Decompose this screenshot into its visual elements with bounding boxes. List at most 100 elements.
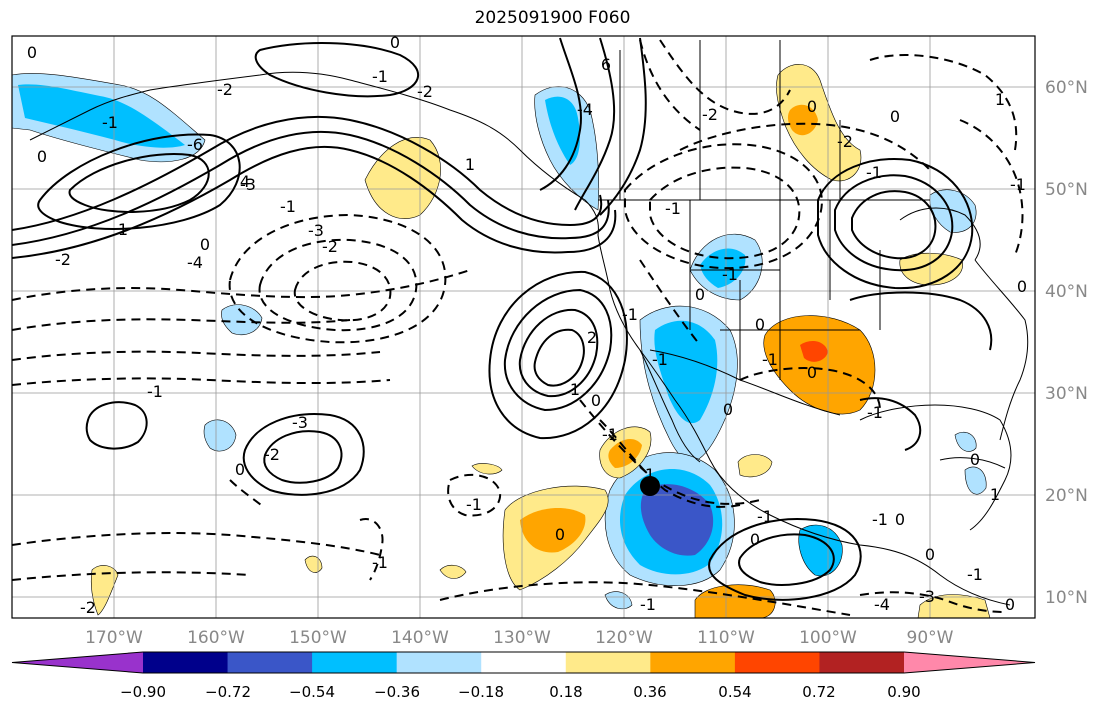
shade-negative-mid [18, 84, 185, 148]
contour-label: -1 [372, 67, 388, 86]
contour-label: -6 [187, 135, 203, 154]
coastline-hudson [899, 207, 981, 261]
contour-label: 0 [591, 391, 601, 410]
contour-solid [488, 270, 628, 440]
colorbar-tick-label: −0.18 [458, 683, 504, 701]
contour-label: 4 [240, 172, 250, 191]
contour-label: 0 [1005, 595, 1015, 614]
contour-label: -1 [722, 265, 738, 284]
shade-positive-light [737, 454, 773, 478]
lat-label: 60°N [1045, 78, 1088, 98]
colorbar-tick-label: −0.54 [289, 683, 335, 701]
contour-dashed [12, 318, 351, 331]
coastline-cuba [939, 457, 1006, 469]
contour-solid [12, 115, 603, 231]
contour-label: -2 [217, 80, 233, 99]
contour-label: 1 [995, 90, 1005, 109]
coastline-baja [639, 349, 701, 463]
contour-label: 0 [755, 315, 765, 334]
shade-negative-mid [545, 96, 580, 165]
contour-label: -1 [967, 565, 983, 584]
contour-solid [539, 37, 582, 191]
contour-dashed [639, 259, 701, 346]
contour-label: -1 [622, 305, 638, 324]
lat-label: 30°N [1045, 384, 1088, 404]
shade-negative-light [964, 466, 987, 495]
colorbar-tick-label: 0.36 [633, 683, 666, 701]
lat-label: 10°N [1045, 588, 1088, 608]
contour-label: -1 [652, 350, 668, 369]
contour-label: 6 [601, 55, 611, 74]
colorbar-segment [650, 652, 736, 673]
gridlines [12, 36, 1035, 618]
contour-label: -1 [867, 403, 883, 422]
colorbar-tick-label: 0.18 [549, 683, 582, 701]
contour-solid [533, 328, 585, 387]
lon-label: 140°W [391, 628, 449, 648]
contour-dashed [12, 377, 391, 386]
contour-solid [574, 37, 616, 211]
shade-positive-high [800, 340, 828, 362]
storm-center-marker [640, 476, 660, 496]
shade-positive-mid [608, 438, 642, 468]
lon-label: 170°W [85, 628, 143, 648]
border-states-1 [689, 200, 881, 380]
contour-solid [599, 37, 647, 216]
contour-solid [503, 288, 613, 412]
contour-label: -2 [55, 250, 71, 269]
colorbar-tick-label: 0.54 [718, 683, 751, 701]
contour-label: 1 [990, 485, 1000, 504]
lat-label: 20°N [1045, 486, 1088, 506]
contour-labels: 0-10-2-36-40-1-21-64-3-2-10-4-21-1-2-30-… [27, 33, 1027, 617]
contour-label: 1 [645, 465, 655, 484]
shading-layer [12, 64, 991, 618]
contour-label: -1 [466, 495, 482, 514]
map-title: 2025091900 F060 [474, 8, 631, 28]
contour-dashed [12, 350, 381, 361]
contour-label: -1 [147, 382, 163, 401]
contour-label: -3 [308, 221, 324, 240]
shade-negative-light [604, 591, 633, 610]
contour-label: -1 [372, 553, 388, 572]
contour-dashed [12, 269, 471, 301]
contour-label: -1 [280, 197, 296, 216]
shade-negative-mid [700, 248, 746, 288]
contour-label: -1 [1010, 175, 1026, 194]
contour-label: -1 [602, 425, 618, 444]
contour-dashed [228, 213, 447, 344]
contour-solid [834, 174, 954, 272]
colorbar-segment [143, 652, 229, 673]
coastlines [29, 40, 1029, 606]
map-frame [11, 35, 1036, 619]
colorbar-segment [481, 652, 567, 673]
colorbar-segment [227, 652, 313, 673]
contour-solid [242, 413, 365, 496]
contour-solid [708, 518, 862, 601]
contour-solid [738, 533, 835, 586]
shade-positive-light [439, 564, 467, 579]
contour-dashed [679, 122, 931, 171]
contour-label: 0 [925, 545, 935, 564]
contour-dashed [12, 532, 381, 556]
shade-negative-light [954, 431, 977, 452]
contours [12, 37, 1024, 616]
contour-label: -1 [762, 350, 778, 369]
contour-label: -4 [874, 595, 890, 614]
contour-dashed [739, 367, 881, 411]
contour-solid [68, 153, 210, 213]
contour-label: 0 [37, 147, 47, 166]
contour-solid [85, 401, 148, 450]
contour-dashed [649, 166, 801, 260]
contour-label: 0 [200, 235, 210, 254]
colorbar-tick-label: 0.90 [887, 683, 920, 701]
lon-label: 100°W [799, 628, 857, 648]
lon-label: 120°W [595, 628, 653, 648]
lat-label: 40°N [1045, 282, 1088, 302]
contour-solid [37, 133, 241, 230]
lat-label: 50°N [1045, 180, 1088, 200]
contour-label: 0 [890, 107, 900, 126]
lon-labels: 170°W 160°W 150°W 140°W 130°W 120°W 110°… [85, 628, 954, 648]
contour-label: 1 [118, 220, 128, 239]
lon-label: 150°W [289, 628, 347, 648]
contour-label: -1 [872, 510, 888, 529]
